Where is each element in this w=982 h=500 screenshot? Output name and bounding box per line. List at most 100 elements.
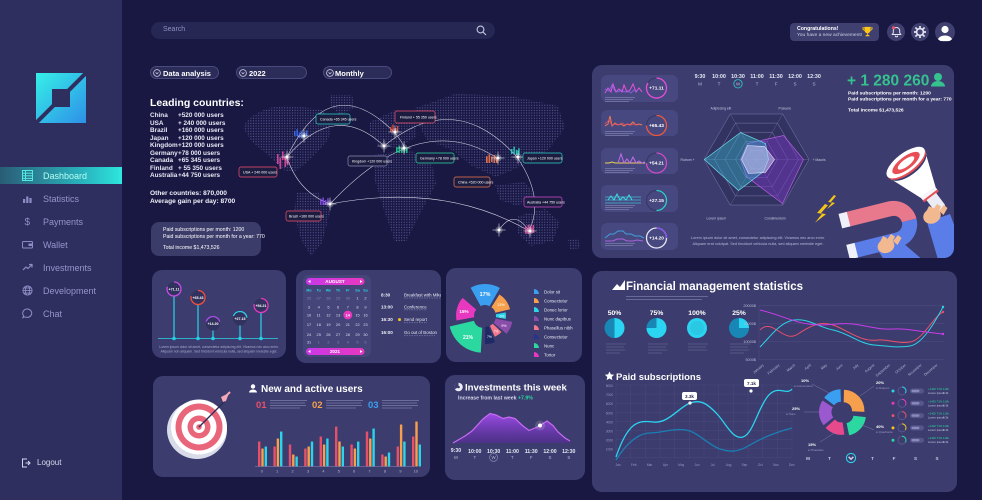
svg-text:+1402 71%: +1402 71% bbox=[928, 436, 943, 440]
svg-text:0: 0 bbox=[261, 470, 263, 474]
svg-text:Total income $1,473,526: Total income $1,473,526 bbox=[848, 108, 904, 114]
svg-text:110k: 110k bbox=[943, 412, 949, 416]
svg-text:Go out of Boston: Go out of Boston bbox=[404, 330, 438, 335]
svg-text:6: 6 bbox=[364, 340, 366, 345]
svg-text:3: 3 bbox=[308, 305, 310, 310]
svg-text:17: 17 bbox=[307, 322, 311, 327]
svg-text:19: 19 bbox=[326, 322, 330, 327]
svg-text:30: 30 bbox=[363, 332, 368, 337]
svg-text:Su: Su bbox=[363, 289, 368, 293]
svg-text:Paid subscriptions: Paid subscriptions bbox=[616, 372, 701, 383]
svg-text:+71.11: +71.11 bbox=[649, 86, 664, 92]
svg-text:29: 29 bbox=[336, 296, 340, 301]
svg-text:Financial management statistic: Financial management statistics bbox=[626, 281, 803, 293]
svg-text:Feb: Feb bbox=[631, 463, 637, 467]
svg-text:W: W bbox=[492, 455, 497, 460]
svg-text:+27.15: +27.15 bbox=[234, 317, 245, 321]
svg-text:11:30: 11:30 bbox=[525, 449, 538, 455]
svg-text:Paid subscriptions per month:: Paid subscriptions per month: 1200 bbox=[848, 91, 931, 97]
svg-text:Oct: Oct bbox=[758, 463, 763, 467]
svg-text:AUGUST: AUGUST bbox=[325, 279, 345, 284]
svg-text:Mo: Mo bbox=[306, 289, 312, 293]
svg-text:21: 21 bbox=[346, 322, 350, 327]
svg-text:Consectetur: Consectetur bbox=[544, 335, 568, 340]
svg-text:8: 8 bbox=[356, 305, 358, 310]
svg-text:10:30: 10:30 bbox=[731, 74, 745, 80]
svg-text:10:30: 10:30 bbox=[487, 449, 500, 455]
svg-text:T: T bbox=[871, 456, 874, 461]
svg-text:September: September bbox=[875, 363, 892, 378]
svg-text:25%: 25% bbox=[732, 310, 746, 317]
svg-text:Consectetur: Consectetur bbox=[544, 299, 568, 304]
svg-text:+1402 71%: +1402 71% bbox=[928, 387, 943, 391]
svg-text:Dolor sit: Dolor sit bbox=[544, 290, 561, 295]
svg-text:26: 26 bbox=[307, 296, 311, 301]
svg-text:9.3k: 9.3k bbox=[943, 428, 949, 432]
svg-text:7: 7 bbox=[369, 470, 371, 474]
svg-text:3.3k: 3.3k bbox=[685, 394, 694, 399]
svg-text:Nov: Nov bbox=[773, 463, 779, 467]
svg-text:24: 24 bbox=[307, 332, 312, 337]
svg-text:15000$: 15000$ bbox=[743, 322, 757, 326]
svg-text:4: 4 bbox=[322, 470, 324, 474]
svg-text:4: 4 bbox=[347, 340, 350, 345]
svg-text:F: F bbox=[893, 456, 896, 461]
svg-text:25%: 25% bbox=[792, 406, 800, 411]
svg-text:8000: 8000 bbox=[606, 384, 613, 388]
svg-text:April: April bbox=[804, 363, 812, 371]
svg-text:Donec lorior: Donec lorior bbox=[544, 308, 568, 313]
svg-text:75%: 75% bbox=[650, 310, 664, 317]
svg-text:5: 5 bbox=[327, 305, 329, 310]
svg-text:13%: 13% bbox=[497, 302, 505, 307]
svg-text:1: 1 bbox=[318, 340, 320, 345]
svg-text:5: 5 bbox=[338, 470, 340, 474]
svg-text:M: M bbox=[806, 456, 810, 461]
svg-text:Send report: Send report bbox=[404, 317, 428, 322]
svg-text:$: $ bbox=[25, 217, 31, 227]
svg-text:Nunc dapibus: Nunc dapibus bbox=[544, 317, 572, 322]
svg-text:20: 20 bbox=[336, 322, 341, 327]
svg-text:6000: 6000 bbox=[606, 402, 613, 406]
svg-text:Lorem ipsum: Lorem ipsum bbox=[928, 416, 945, 420]
svg-text:● Phasellus: ● Phasellus bbox=[808, 448, 824, 452]
svg-text:40%: 40% bbox=[876, 424, 884, 429]
svg-text:10%: 10% bbox=[801, 378, 809, 383]
svg-text:100%: 100% bbox=[688, 310, 705, 317]
svg-text:Conference: Conference bbox=[404, 304, 427, 309]
svg-text:Condimentum: Condimentum bbox=[765, 217, 786, 221]
svg-text:+ Mauris: + Mauris bbox=[813, 158, 826, 162]
svg-text:Germany +78 000 users: Germany +78 000 users bbox=[420, 157, 459, 161]
svg-text:28: 28 bbox=[326, 296, 330, 301]
svg-text:17%: 17% bbox=[480, 292, 491, 298]
svg-text:Brazil +160 000 users: Brazil +160 000 users bbox=[289, 215, 324, 219]
svg-text:31: 31 bbox=[307, 340, 311, 345]
svg-text:+65.43: +65.43 bbox=[649, 123, 664, 129]
svg-text:● Nunc: ● Nunc bbox=[786, 412, 796, 416]
svg-text:Canada +65 345 users: Canada +65 345 users bbox=[320, 118, 357, 122]
svg-text:14: 14 bbox=[346, 312, 351, 317]
svg-text:3: 3 bbox=[307, 470, 309, 474]
svg-text:16:00: 16:00 bbox=[381, 330, 393, 335]
svg-text:110k: 110k bbox=[943, 436, 949, 440]
svg-text:23: 23 bbox=[363, 322, 367, 327]
svg-text:We: We bbox=[326, 289, 331, 293]
svg-text:July: July bbox=[852, 363, 860, 370]
svg-text:4000: 4000 bbox=[606, 420, 613, 424]
svg-text:28: 28 bbox=[346, 332, 350, 337]
svg-text:50%: 50% bbox=[608, 310, 622, 317]
svg-text:November: November bbox=[907, 363, 923, 377]
svg-text:7%: 7% bbox=[494, 330, 499, 334]
svg-text:T: T bbox=[473, 455, 476, 460]
svg-text:11: 11 bbox=[317, 312, 321, 317]
svg-text:Increase from last week +7.9%: Increase from last week +7.9% bbox=[458, 396, 533, 402]
svg-text:+65.43: +65.43 bbox=[192, 296, 203, 300]
svg-text:12:30: 12:30 bbox=[562, 449, 575, 455]
svg-text:15: 15 bbox=[355, 312, 359, 317]
svg-text:S: S bbox=[549, 455, 552, 460]
svg-text:Aliquam non aliquam. Sed tinci: Aliquam non aliquam. Sed tincidunt vehic… bbox=[161, 350, 278, 354]
svg-text:5000: 5000 bbox=[606, 411, 613, 415]
svg-text:October: October bbox=[894, 363, 907, 375]
svg-text:+14.20: +14.20 bbox=[207, 322, 218, 326]
svg-text:11:30: 11:30 bbox=[769, 74, 783, 80]
svg-text:Sep: Sep bbox=[742, 463, 748, 467]
